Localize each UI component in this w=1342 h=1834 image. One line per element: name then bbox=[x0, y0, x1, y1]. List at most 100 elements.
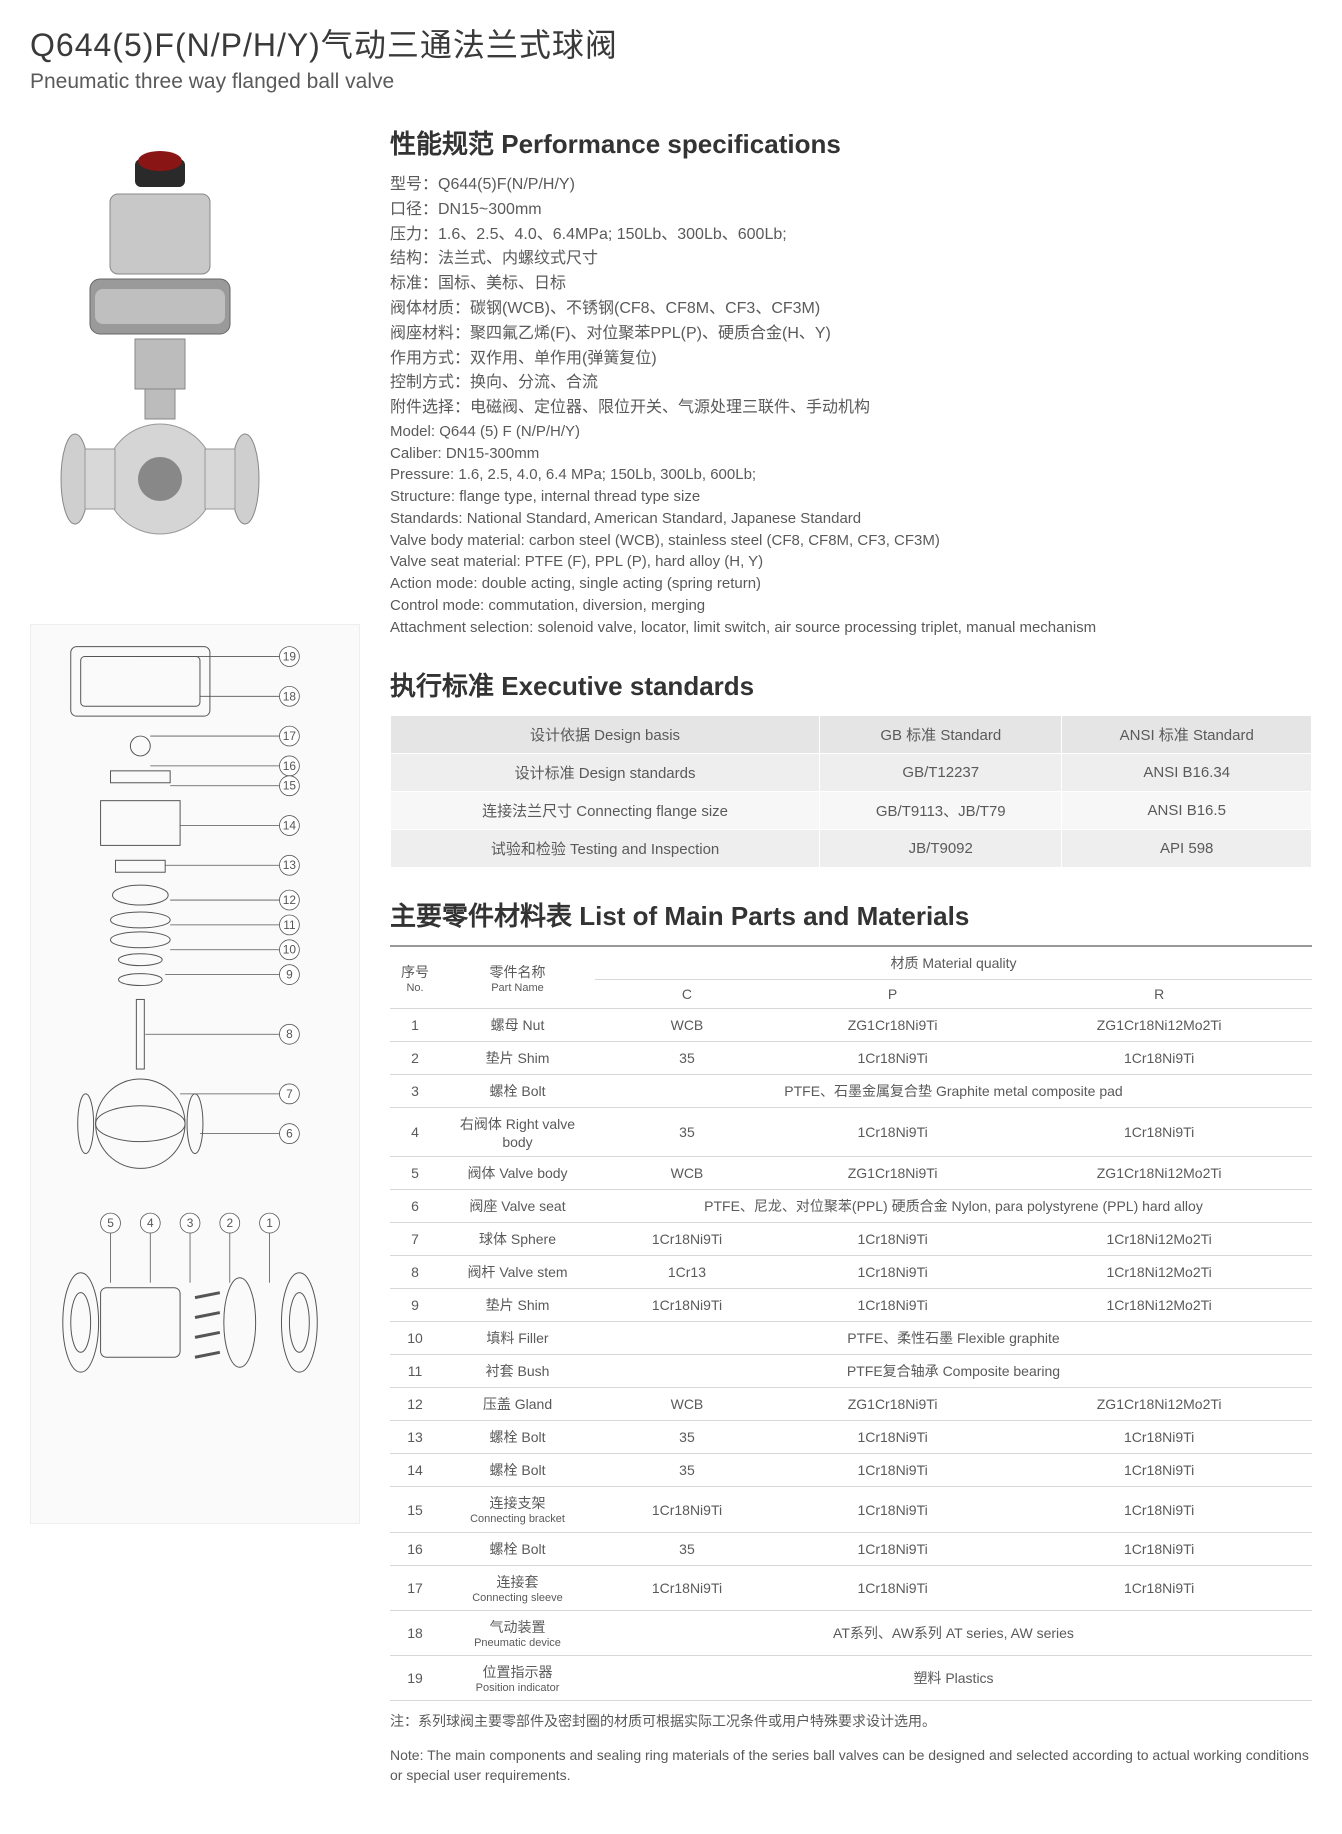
cell-c: 35 bbox=[595, 1454, 779, 1487]
svg-text:3: 3 bbox=[187, 1216, 194, 1230]
cell-r: 1Cr18Ni9Ti bbox=[1006, 1454, 1312, 1487]
cell-p: 1Cr18Ni9Ti bbox=[779, 1454, 1006, 1487]
col-no: 序号No. bbox=[390, 946, 440, 1009]
exploded-diagram: 191817161514131211109876 54321 bbox=[30, 624, 360, 1524]
table-row: 8阀杆 Valve stem1Cr131Cr18Ni9Ti1Cr18Ni12Mo… bbox=[390, 1256, 1312, 1289]
cell-no: 16 bbox=[390, 1532, 440, 1565]
svg-text:8: 8 bbox=[286, 1027, 293, 1041]
cell-name: 垫片 Shim bbox=[440, 1042, 595, 1075]
cell-p: ZG1Cr18Ni9Ti bbox=[779, 1157, 1006, 1190]
cell-r: 1Cr18Ni9Ti bbox=[1006, 1487, 1312, 1532]
perf-line-en: Valve body material: carbon steel (WCB),… bbox=[390, 530, 1312, 552]
col-material: 材质 Material quality bbox=[595, 946, 1312, 980]
cell-span: PTFE、石墨金属复合垫 Graphite metal composite pa… bbox=[595, 1075, 1312, 1108]
cell-no: 10 bbox=[390, 1322, 440, 1355]
perf-line-en: Structure: flange type, internal thread … bbox=[390, 486, 1312, 508]
cell-p: 1Cr18Ni9Ti bbox=[779, 1532, 1006, 1565]
svg-text:10: 10 bbox=[283, 943, 297, 957]
cell-no: 1 bbox=[390, 1009, 440, 1042]
svg-text:5: 5 bbox=[107, 1216, 114, 1230]
cell-no: 19 bbox=[390, 1655, 440, 1700]
cell-no: 15 bbox=[390, 1487, 440, 1532]
cell-p: ZG1Cr18Ni9Ti bbox=[779, 1388, 1006, 1421]
cell-c: 1Cr13 bbox=[595, 1256, 779, 1289]
table-row: 14螺栓 Bolt351Cr18Ni9Ti1Cr18Ni9Ti bbox=[390, 1454, 1312, 1487]
cell-c: 1Cr18Ni9Ti bbox=[595, 1223, 779, 1256]
cell-r: 1Cr18Ni12Mo2Ti bbox=[1006, 1256, 1312, 1289]
cell-c: 35 bbox=[595, 1108, 779, 1157]
cell-span: 塑料 Plastics bbox=[595, 1655, 1312, 1700]
cell-name: 位置指示器Position indicator bbox=[440, 1655, 595, 1700]
svg-text:7: 7 bbox=[286, 1087, 293, 1101]
cell-no: 5 bbox=[390, 1157, 440, 1190]
cell-r: ZG1Cr18Ni12Mo2Ti bbox=[1006, 1009, 1312, 1042]
svg-text:16: 16 bbox=[283, 759, 297, 773]
table-row: 18气动装置Pneumatic deviceAT系列、AW系列 AT serie… bbox=[390, 1610, 1312, 1655]
table-row: 9垫片 Shim1Cr18Ni9Ti1Cr18Ni9Ti1Cr18Ni12Mo2… bbox=[390, 1289, 1312, 1322]
svg-text:12: 12 bbox=[283, 893, 297, 907]
cell-c: 35 bbox=[595, 1421, 779, 1454]
svg-text:6: 6 bbox=[286, 1127, 293, 1141]
cell-c: 35 bbox=[595, 1042, 779, 1075]
executive-heading: 执行标准 Executive standards bbox=[390, 666, 1312, 703]
cell-p: 1Cr18Ni9Ti bbox=[779, 1289, 1006, 1322]
cell-r: 1Cr18Ni9Ti bbox=[1006, 1042, 1312, 1075]
cell-r: 1Cr18Ni9Ti bbox=[1006, 1108, 1312, 1157]
svg-text:13: 13 bbox=[283, 858, 297, 872]
page-title-cn: Q644(5)F(N/P/H/Y)气动三通法兰式球阀 bbox=[30, 20, 1312, 66]
exec-cell: 试验和检验 Testing and Inspection bbox=[391, 830, 820, 868]
svg-text:1: 1 bbox=[266, 1216, 273, 1230]
exec-cell: GB/T12237 bbox=[820, 754, 1062, 792]
svg-text:19: 19 bbox=[283, 650, 297, 664]
cell-r: 1Cr18Ni9Ti bbox=[1006, 1565, 1312, 1610]
page-title-en: Pneumatic three way flanged ball valve bbox=[30, 70, 1312, 94]
exec-cell: 设计标准 Design standards bbox=[391, 754, 820, 792]
cell-p: 1Cr18Ni9Ti bbox=[779, 1108, 1006, 1157]
cell-r: 1Cr18Ni9Ti bbox=[1006, 1421, 1312, 1454]
perf-line-cn: 型号：Q644(5)F(N/P/H/Y) bbox=[390, 173, 1312, 198]
cell-c: 35 bbox=[595, 1532, 779, 1565]
cell-r: ZG1Cr18Ni12Mo2Ti bbox=[1006, 1388, 1312, 1421]
table-row: 2垫片 Shim351Cr18Ni9Ti1Cr18Ni9Ti bbox=[390, 1042, 1312, 1075]
perf-line-cn: 结构：法兰式、内螺纹式尺寸 bbox=[390, 247, 1312, 272]
exec-hdr-2: ANSI 标准 Standard bbox=[1062, 716, 1312, 754]
cell-name: 螺栓 Bolt bbox=[440, 1421, 595, 1454]
exec-hdr-1: GB 标准 Standard bbox=[820, 716, 1062, 754]
cell-name: 螺母 Nut bbox=[440, 1009, 595, 1042]
cell-c: 1Cr18Ni9Ti bbox=[595, 1487, 779, 1532]
parts-heading: 主要零件材料表 List of Main Parts and Materials bbox=[390, 896, 1312, 933]
parts-table: 序号No. 零件名称Part Name 材质 Material quality … bbox=[390, 945, 1312, 1700]
cell-name: 气动装置Pneumatic device bbox=[440, 1610, 595, 1655]
exec-cell: ANSI B16.34 bbox=[1062, 754, 1312, 792]
cell-no: 6 bbox=[390, 1190, 440, 1223]
cell-r: 1Cr18Ni12Mo2Ti bbox=[1006, 1289, 1312, 1322]
cell-name: 阀体 Valve body bbox=[440, 1157, 595, 1190]
exec-cell: GB/T9113、JB/T79 bbox=[820, 792, 1062, 830]
executive-table: 设计依据 Design basis GB 标准 Standard ANSI 标准… bbox=[390, 715, 1312, 868]
svg-text:4: 4 bbox=[147, 1216, 154, 1230]
svg-text:14: 14 bbox=[283, 818, 297, 832]
table-row: 17连接套Connecting sleeve1Cr18Ni9Ti1Cr18Ni9… bbox=[390, 1565, 1312, 1610]
table-row: 11衬套 BushPTFE复合轴承 Composite bearing bbox=[390, 1355, 1312, 1388]
perf-line-en: Model: Q644 (5) F (N/P/H/Y) bbox=[390, 421, 1312, 443]
table-row: 5阀体 Valve bodyWCBZG1Cr18Ni9TiZG1Cr18Ni12… bbox=[390, 1157, 1312, 1190]
cell-p: 1Cr18Ni9Ti bbox=[779, 1487, 1006, 1532]
cell-span: PTFE、柔性石墨 Flexible graphite bbox=[595, 1322, 1312, 1355]
table-row: 15连接支架Connecting bracket1Cr18Ni9Ti1Cr18N… bbox=[390, 1487, 1312, 1532]
svg-text:17: 17 bbox=[283, 729, 297, 743]
cell-name: 衬套 Bush bbox=[440, 1355, 595, 1388]
perf-line-en: Action mode: double acting, single actin… bbox=[390, 573, 1312, 595]
cell-span: PTFE、尼龙、对位聚苯(PPL) 硬质合金 Nylon, para polys… bbox=[595, 1190, 1312, 1223]
cell-name: 压盖 Gland bbox=[440, 1388, 595, 1421]
col-r: R bbox=[1006, 980, 1312, 1009]
cell-no: 12 bbox=[390, 1388, 440, 1421]
exec-cell: 连接法兰尺寸 Connecting flange size bbox=[391, 792, 820, 830]
product-photo bbox=[30, 134, 290, 584]
cell-name: 右阀体 Right valve body bbox=[440, 1108, 595, 1157]
svg-text:11: 11 bbox=[283, 918, 296, 932]
cell-no: 11 bbox=[390, 1355, 440, 1388]
cell-no: 17 bbox=[390, 1565, 440, 1610]
cell-name: 球体 Sphere bbox=[440, 1223, 595, 1256]
cell-no: 3 bbox=[390, 1075, 440, 1108]
perf-line-en: Valve seat material: PTFE (F), PPL (P), … bbox=[390, 551, 1312, 573]
